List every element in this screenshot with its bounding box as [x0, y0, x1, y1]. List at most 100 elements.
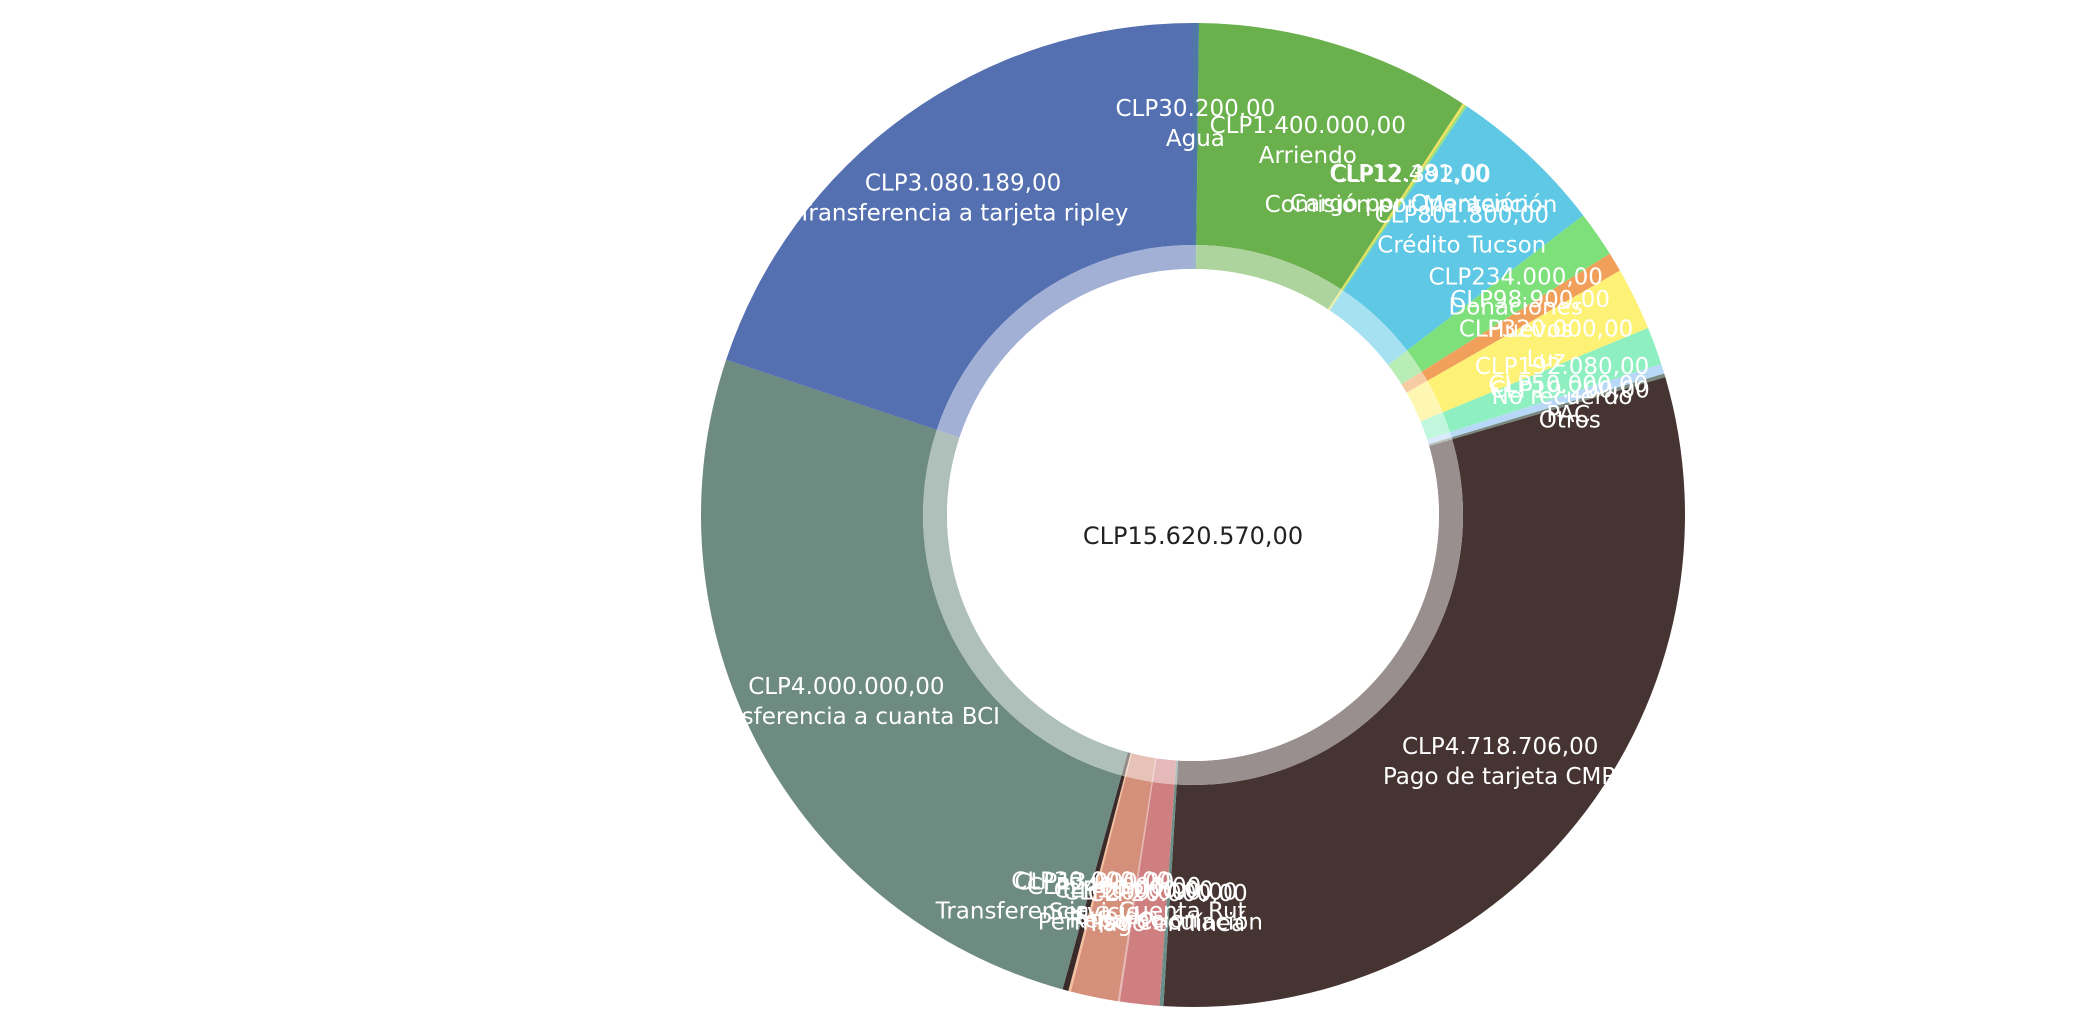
inner-ring-credito-tucson — [1329, 290, 1408, 366]
slice-label-no-recuerdo: CLP192.080,00 No recuerdo — [1475, 354, 1649, 410]
slice-value-transferencia-a-cuanta-bci: CLP4.000.000,00 — [748, 674, 944, 700]
slice-value-donaciones: CLP234.000,00 — [1428, 265, 1602, 291]
slice-name-donaciones: Donaciones — [1449, 295, 1583, 321]
slice-label-agua: CLP30.200,00 Agua — [1116, 96, 1276, 152]
inner-ring-cargo-por-operacion — [1327, 289, 1343, 310]
slice-name-permiso-circulacion: Permiso Circulación — [1038, 910, 1263, 936]
slice-label-arriendo: CLP1.400.000,00 Arriendo — [1210, 113, 1406, 169]
slice-value-pago-de-tarjeta-cmr: CLP4.718.706,00 — [1402, 734, 1598, 760]
slice-label-permiso-circulacion: CLP200.000,00 Permiso Circulación — [1038, 880, 1263, 936]
slice-label-cargo-por-operacion: CLP12.481,00 Cargo por Operación — [1290, 161, 1529, 217]
slice-agua[interactable] — [1193, 23, 1200, 246]
slice-label-transferencia-a-cuanta-bci: CLP4.000.000,00 Transferencia a cuanta BC… — [692, 674, 1000, 730]
slice-label-pago-en-linea: CLP20.000,00 Pago en línea — [1088, 881, 1248, 937]
slice-transferencia-a-tarjeta-ripley[interactable] — [726, 23, 1193, 430]
slice-label-sueldo: CLP240.000,00 Sueldo — [1027, 874, 1201, 930]
slice-value-otros: CLP19.200,00 — [1490, 377, 1650, 403]
slice-name-huevos: Huevos — [1487, 317, 1573, 343]
slice-name-pago-en-linea: Pago en línea — [1090, 911, 1245, 937]
slice-servicio[interactable] — [1068, 776, 1126, 992]
slice-name-comision-por-mantencion: Comisión por Mantención — [1265, 192, 1558, 218]
slice-transferencia-a-cuanta-bci[interactable] — [701, 359, 1122, 990]
inner-ring-transferencia-a-cuenta-rut — [1121, 752, 1131, 777]
slice-value-no-recuerdo: CLP192.080,00 — [1475, 354, 1649, 380]
inner-ring-transferencia-a-tarjeta-ripley — [936, 245, 1193, 438]
slice-pago-de-tarjeta-cmr[interactable] — [1163, 377, 1685, 1007]
slice-otros[interactable] — [1451, 373, 1666, 440]
slice-comision-por-mantencion[interactable] — [1342, 104, 1467, 291]
slice-luz[interactable] — [1427, 270, 1649, 413]
slice-value-agua: CLP30.200,00 — [1116, 96, 1276, 122]
slice-donaciones[interactable] — [1407, 215, 1610, 372]
slice-name-sueldo: Sueldo — [1075, 904, 1153, 930]
slice-value-transferencia-a-cuenta-rut: CLP30.000,00 — [1011, 869, 1171, 895]
inner-ring-pac — [1427, 432, 1452, 445]
slice-value-comision-por-mantencion: CLP12.392,00 — [1331, 162, 1491, 188]
slice-value-transferencia-a-tarjeta-ripley: CLP3.080.189,00 — [865, 170, 1061, 196]
center-total-label: CLP15.620.570,00 — [1083, 522, 1303, 550]
inner-ring-donaciones — [1388, 350, 1422, 385]
slice-label-pago-de-tarjeta-cmr: CLP4.718.706,00 Pago de tarjeta CMR — [1383, 734, 1617, 790]
slice-label-pac: CLP50.000,00 PAC — [1488, 372, 1648, 428]
slice-label-credito-tucson: CLP801.800,00 Crédito Tucson — [1375, 202, 1549, 258]
slice-huevos[interactable] — [1421, 253, 1621, 381]
inner-ring-huevos — [1401, 371, 1428, 393]
slice-credito-tucson[interactable] — [1343, 106, 1584, 351]
slice-name-servicio: Servicio — [1049, 899, 1140, 925]
slice-name-no-recuerdo: No recuerdo — [1492, 384, 1633, 410]
inner-ring-comision-por-mantencion — [1328, 289, 1344, 311]
inner-ring-permiso-circulacion — [1152, 758, 1177, 785]
slice-label-comision-por-mantencion: CLP12.392,00 Comisión por Mantención — [1265, 162, 1558, 218]
slice-value-huevos: CLP98.900,00 — [1450, 287, 1610, 313]
slice-sueldo[interactable] — [1070, 776, 1152, 1002]
slice-pac[interactable] — [1449, 363, 1665, 438]
slice-permiso-circulacion[interactable] — [1119, 781, 1175, 1006]
slice-name-transferencia-a-tarjeta-ripley: Transferencia a tarjeta ripley — [797, 200, 1129, 226]
inner-ring-luz — [1406, 380, 1443, 422]
slice-label-luz: CLP320.000,00 Luz — [1459, 316, 1633, 372]
slice-reparacion[interactable] — [1117, 781, 1153, 1002]
slice-no-recuerdo[interactable] — [1442, 327, 1662, 433]
inner-ring-layer — [923, 245, 1463, 786]
inner-ring-servicio — [1124, 752, 1132, 777]
slice-label-huevos: CLP98.900,00 Huevos — [1450, 287, 1610, 343]
inner-ring-arriendo — [1196, 245, 1342, 310]
slice-name-transferencia-a-cuanta-bci: Transferencia a cuanta BCI — [692, 704, 1000, 730]
slice-value-arriendo: CLP1.400.000,00 — [1210, 113, 1406, 139]
slice-value-cargo-por-operacion: CLP12.481,00 — [1329, 161, 1489, 187]
slice-label-transferencia-a-cuenta-rut: CLP30.000,00 Transferencia a Cuenta Rut — [935, 869, 1247, 925]
inner-ring-no-recuerdo — [1420, 412, 1450, 440]
inner-ring-pago-en-linea — [1174, 760, 1179, 785]
slice-value-pago-en-linea: CLP20.000,00 — [1088, 881, 1248, 907]
inner-ring-otros — [1428, 437, 1453, 447]
slice-value-credito-tucson: CLP801.800,00 — [1375, 202, 1549, 228]
slice-label-otros: CLP19.200,00 Otros — [1490, 377, 1650, 433]
inner-ring-agua — [1193, 245, 1197, 270]
slice-name-luz: Luz — [1527, 346, 1566, 372]
slice-transferencia-a-cuenta-rut[interactable] — [1062, 775, 1125, 991]
slice-label-reparacion: CLP10.000,00 Reparación — [1054, 877, 1214, 933]
slice-value-servicio: CLP13.000,00 — [1015, 869, 1175, 895]
slices-layer — [701, 23, 1685, 1007]
slice-label-servicio: CLP13.000,00 Servicio — [1015, 869, 1175, 925]
slice-value-pac: CLP50.000,00 — [1488, 372, 1648, 398]
slice-arriendo[interactable] — [1196, 23, 1463, 290]
slice-name-credito-tucson: Crédito Tucson — [1377, 232, 1546, 258]
slice-name-pago-de-tarjeta-cmr: Pago de tarjeta CMR — [1383, 764, 1617, 790]
slice-value-permiso-circulacion: CLP200.000,00 — [1063, 880, 1237, 906]
slice-pago-en-linea[interactable] — [1159, 784, 1177, 1007]
slice-cargo-por-operacion[interactable] — [1341, 103, 1465, 290]
slice-name-otros: Otros — [1539, 407, 1601, 433]
inner-ring-sueldo — [1125, 753, 1156, 782]
slice-name-reparacion: Reparación — [1069, 907, 1198, 933]
inner-ring-reparacion — [1151, 758, 1157, 782]
slice-name-cargo-por-operacion: Cargo por Operación — [1290, 191, 1529, 217]
slice-label-donaciones: CLP234.000,00 Donaciones — [1428, 265, 1602, 321]
slice-name-pac: PAC — [1546, 402, 1590, 428]
slice-name-agua: Agua — [1166, 126, 1225, 152]
slice-value-luz: CLP320.000,00 — [1459, 316, 1633, 342]
donut-hole — [947, 269, 1439, 761]
